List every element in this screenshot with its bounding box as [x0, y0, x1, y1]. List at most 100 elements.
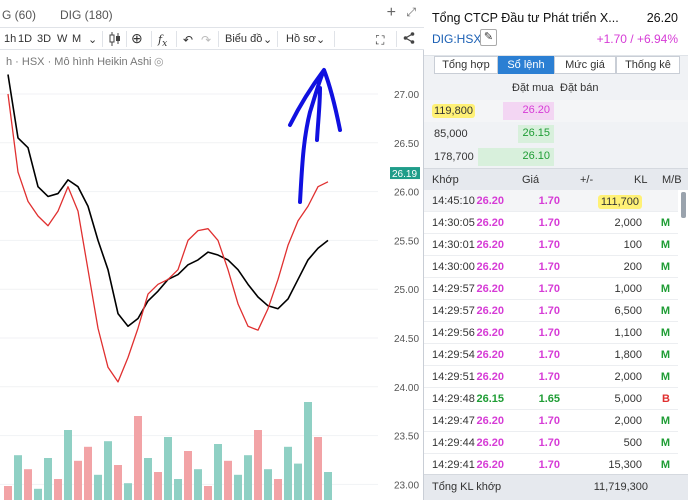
trade-price: 26.20: [476, 195, 504, 207]
trade-volume: 1,100: [614, 327, 642, 339]
volume-bar: [184, 451, 192, 500]
bid-volume-bar: [518, 125, 554, 143]
trade-change: 1.70: [538, 217, 560, 229]
trade-row[interactable]: 14:29:57 26.20 1.70 1,000 M: [424, 278, 678, 300]
trade-row[interactable]: 14:30:05 26.20 1.70 2,000 M: [424, 212, 678, 234]
candle-style-icon[interactable]: [108, 31, 122, 50]
indicators-fx-icon[interactable]: fx: [158, 33, 168, 50]
trade-row[interactable]: 14:30:00 26.20 1.70 200 M: [424, 256, 678, 278]
toolbar-divider: [334, 31, 335, 47]
trades-list[interactable]: 14:45:10 26.20 1.70 111,700 14:30:05 26.20 1.7…: [424, 190, 688, 474]
tab-summary[interactable]: Tổng hợp: [434, 56, 498, 74]
y-tick-label: 23.00: [394, 480, 419, 491]
y-tick-label: 24.50: [394, 334, 419, 345]
trade-change: 1.70: [538, 437, 560, 449]
bid-price: 26.10: [522, 150, 550, 162]
chart-tab-g[interactable]: G (60): [2, 8, 37, 22]
trade-row[interactable]: 14:29:47 26.20 1.70 2,000 M: [424, 410, 678, 432]
chevron-down-icon[interactable]: ⌄: [316, 34, 326, 46]
volume-bar: [254, 430, 262, 500]
chart-canvas[interactable]: 27.00 26.50 26.00 25.50 25.00 24.50 24.00 23.50…: [0, 50, 424, 500]
volume-bar: [274, 479, 282, 500]
trade-time: 14:30:05: [432, 217, 475, 229]
volume-bar: [164, 437, 172, 500]
edit-pencil-icon[interactable]: ✎: [480, 29, 497, 46]
volume-bar: [114, 465, 122, 500]
volume-bar: [54, 479, 62, 500]
order-book-row[interactable]: 85,000 26.15: [424, 123, 688, 145]
trade-price: 26.20: [476, 371, 504, 383]
visibility-icon[interactable]: ◎: [154, 56, 164, 68]
tab-statistics[interactable]: Thống kê: [616, 56, 680, 74]
trade-volume: 2,000: [614, 415, 642, 427]
trade-price: 26.20: [476, 415, 504, 427]
trade-change: 1.70: [538, 349, 560, 361]
trade-change: 1.70: [538, 415, 560, 427]
trade-row[interactable]: 14:29:54 26.20 1.70 1,800 M: [424, 344, 678, 366]
quote-tabs: Tổng hợp Sổ lệnh Mức giá Thống kê: [432, 56, 680, 76]
volume-bar: [224, 460, 232, 500]
chart-tab-dig[interactable]: DIG (180): [60, 8, 113, 22]
tab-order-book[interactable]: Sổ lệnh: [498, 56, 554, 74]
trade-row[interactable]: 14:29:44 26.20 1.70 500 M: [424, 432, 678, 454]
quote-header: Tổng CTCP Đầu tư Phát triển X... 26.20 D…: [424, 0, 688, 56]
trade-time: 14:29:44: [432, 437, 475, 449]
trade-row[interactable]: 14:30:01 26.20 1.70 100 M: [424, 234, 678, 256]
profile-dropdown[interactable]: Hồ sơ: [286, 33, 316, 45]
trade-volume: 5,000: [614, 393, 642, 405]
expand-icon[interactable]: ⤢: [406, 5, 416, 19]
trade-price: 26.20: [476, 327, 504, 339]
chart-type-dropdown[interactable]: Biểu đồ: [225, 33, 263, 45]
volume-bar: [264, 469, 272, 500]
chevron-down-icon[interactable]: ⌄: [263, 34, 273, 46]
trade-time: 14:29:48: [432, 393, 475, 405]
volume-bar: [294, 463, 302, 500]
trade-volume: 1,800: [614, 349, 642, 361]
trade-change: 1.70: [538, 371, 560, 383]
y-tick-label: 25.00: [394, 285, 419, 296]
black-series-line: [7, 74, 329, 328]
chart-title: h · HSX · Mô hình Heikin Ashi: [6, 56, 152, 68]
trade-side: M: [660, 327, 670, 339]
price-chart[interactable]: 27.00 26.50 26.00 25.50 25.00 24.50 24.00 23.50…: [0, 50, 424, 500]
trade-row[interactable]: 14:29:41 26.20 1.70 15,300 M: [424, 454, 678, 474]
y-tick-label: 26.50: [394, 139, 419, 150]
bid-volume: 85,000: [434, 128, 468, 140]
period-3d[interactable]: 3D: [37, 33, 52, 45]
total-volume-value: 11,719,300: [593, 481, 648, 493]
undo-icon[interactable]: ↶: [183, 33, 194, 47]
trade-row[interactable]: 14:29:51 26.20 1.70 2,000 M: [424, 366, 678, 388]
share-icon[interactable]: [403, 32, 415, 47]
trade-row[interactable]: 14:45:10 26.20 1.70 111,700: [424, 190, 678, 212]
trades-scrollbar[interactable]: [681, 192, 686, 218]
toolbar-divider: [102, 31, 103, 47]
trade-row[interactable]: 14:29:48 26.15 1.65 5,000 B: [424, 388, 678, 410]
hand-drawn-arrow-annotation: [288, 68, 342, 204]
chevron-down-icon[interactable]: ⌄: [88, 34, 98, 46]
period-m[interactable]: M: [72, 33, 82, 45]
period-1d[interactable]: 1D: [18, 33, 33, 45]
toolbar-divider: [126, 31, 127, 47]
trade-row[interactable]: 14:29:56 26.20 1.70 1,100 M: [424, 322, 678, 344]
fullscreen-icon[interactable]: ⛶: [376, 33, 385, 47]
volume-bar: [74, 460, 82, 500]
redo-icon[interactable]: ↷: [201, 33, 212, 47]
chart-tab-bar: G (60) DIG (180) + ⤢: [0, 0, 424, 28]
order-book-row[interactable]: 178,700 26.10: [424, 146, 688, 168]
trade-row[interactable]: 14:29:57 26.20 1.70 6,500 M: [424, 300, 678, 322]
trade-side: M: [660, 415, 670, 427]
trade-side: M: [660, 349, 670, 361]
period-w[interactable]: W: [57, 33, 68, 45]
tab-price-levels[interactable]: Mức giá: [554, 56, 616, 74]
bid-header: Đặt mua: [512, 82, 554, 94]
compare-add-icon[interactable]: ⊕: [131, 30, 143, 46]
last-price: 26.20: [646, 11, 678, 25]
add-tab-icon[interactable]: +: [386, 4, 396, 21]
trade-volume: 1,000: [614, 283, 642, 295]
trade-time: 14:29:56: [432, 327, 475, 339]
company-name: Tổng CTCP Đầu tư Phát triển X...: [432, 11, 619, 25]
trade-change: 1.70: [538, 195, 560, 207]
order-book-row[interactable]: 119,800 26.20: [424, 100, 688, 122]
ticker-symbol: DIG:HSX: [432, 32, 482, 46]
period-1h[interactable]: 1h: [4, 33, 17, 45]
